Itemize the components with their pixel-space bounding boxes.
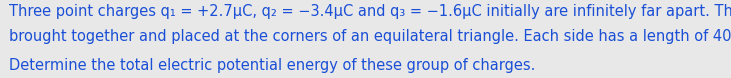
- Text: brought together and placed at the corners of an equilateral triangle. Each side: brought together and placed at the corne…: [9, 29, 731, 44]
- Text: Three point charges q₁ = +2.7μC, q₂ = −3.4μC and q₃ = −1.6μC initially are infin: Three point charges q₁ = +2.7μC, q₂ = −3…: [9, 4, 731, 19]
- Text: Determine the total electric potential energy of these group of charges.: Determine the total electric potential e…: [9, 58, 535, 73]
